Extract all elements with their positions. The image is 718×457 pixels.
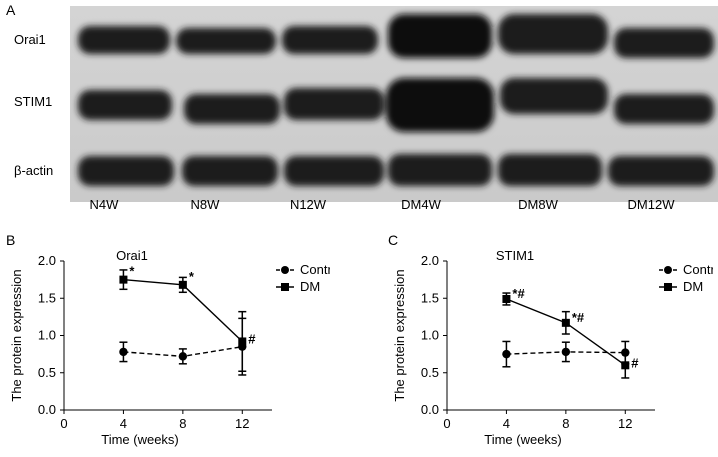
x-tick-label: 0 xyxy=(60,416,67,431)
x-tick-label: 4 xyxy=(120,416,127,431)
significance-marker: *# xyxy=(572,310,585,325)
legend: Control DM xyxy=(276,262,330,294)
blot-row-label-orai1: Orai1 xyxy=(14,32,46,47)
blot-lane-label: N8W xyxy=(190,197,220,212)
legend: Control DM xyxy=(659,262,713,294)
blot-lane-label: DM12W xyxy=(627,197,675,212)
data-point-dm xyxy=(119,275,128,284)
y-tick-label: 1.0 xyxy=(38,328,56,343)
data-point-dm xyxy=(561,318,570,327)
legend-label: Control xyxy=(683,262,713,277)
blot-lane-label: DM4W xyxy=(401,197,441,212)
blot-row-label-stim1: STIM1 xyxy=(14,94,53,109)
y-tick-label: 1.5 xyxy=(421,290,439,305)
y-tick-label: 2.0 xyxy=(421,253,439,268)
blot-lane-label: N12W xyxy=(289,197,327,212)
y-tick-label: 0.0 xyxy=(38,402,56,417)
panel-letter-a: A xyxy=(6,2,16,18)
data-point-dm xyxy=(621,361,630,370)
data-point-control xyxy=(561,347,571,357)
legend-label: Control xyxy=(300,262,330,277)
panel-letter-b: B xyxy=(6,232,16,248)
significance-marker: # xyxy=(248,331,256,346)
legend-marker-square xyxy=(281,283,289,291)
data-point-control xyxy=(119,347,128,357)
significance-marker: # xyxy=(631,355,639,370)
data-point-control xyxy=(502,349,511,359)
stim1-expression-chart: 0.0 0.5 1.0 1.5 2.0 0 4 8 12 Time (weeks) The prot… xyxy=(392,248,713,447)
data-point-dm xyxy=(502,294,511,303)
legend-label: DM xyxy=(683,279,703,294)
data-point-dm xyxy=(178,280,187,289)
legend-label: DM xyxy=(300,279,320,294)
significance-marker: * xyxy=(129,264,135,279)
y-axis-label: The protein expression xyxy=(392,269,407,401)
blot-row-label-beta-actin: β-actin xyxy=(14,163,54,178)
x-tick-label: 8 xyxy=(179,416,186,431)
y-tick-label: 1.0 xyxy=(421,328,439,343)
y-tick-label: 0.0 xyxy=(421,402,439,417)
legend-marker-circle xyxy=(664,266,672,274)
legend-marker-square xyxy=(664,283,672,291)
y-tick-label: 0.5 xyxy=(38,365,56,380)
chart-title: STIM1 xyxy=(496,248,534,263)
x-axis-label: Time (weeks) xyxy=(484,432,562,447)
y-axis-label: The protein expression xyxy=(9,269,24,401)
y-tick-label: 1.5 xyxy=(38,290,56,305)
x-tick-label: 0 xyxy=(443,416,450,431)
blot-lane-label: DM8W xyxy=(518,197,558,212)
orai1-plot: 0.0 0.5 1.0 1.5 2.0 0 4 8 12 Time (weeks) The prot… xyxy=(9,248,330,447)
blot-lane-label: N4W xyxy=(89,197,119,212)
y-tick-label: 2.0 xyxy=(38,253,56,268)
legend-marker-circle xyxy=(281,266,289,274)
x-axis-label: Time (weeks) xyxy=(101,432,179,447)
x-tick-label: 4 xyxy=(503,416,510,431)
x-tick-label: 12 xyxy=(618,416,632,431)
data-point-control xyxy=(178,352,188,361)
panel-letter-c: C xyxy=(388,232,399,248)
significance-marker: *# xyxy=(512,286,525,301)
x-tick-label: 8 xyxy=(562,416,569,431)
chart-title: Orai1 xyxy=(116,248,148,263)
orai1-expression-chart: 0.0 0.5 1.0 1.5 2.0 0 4 8 12 Time (weeks) The prot… xyxy=(9,248,330,447)
significance-marker: * xyxy=(189,269,195,284)
western-blot-image xyxy=(70,6,718,202)
x-tick-label: 12 xyxy=(235,416,249,431)
data-point-dm xyxy=(238,337,247,346)
y-tick-label: 0.5 xyxy=(421,365,439,380)
stim1-plot: 0.0 0.5 1.0 1.5 2.0 0 4 8 12 Time (weeks) The prot… xyxy=(392,248,713,447)
